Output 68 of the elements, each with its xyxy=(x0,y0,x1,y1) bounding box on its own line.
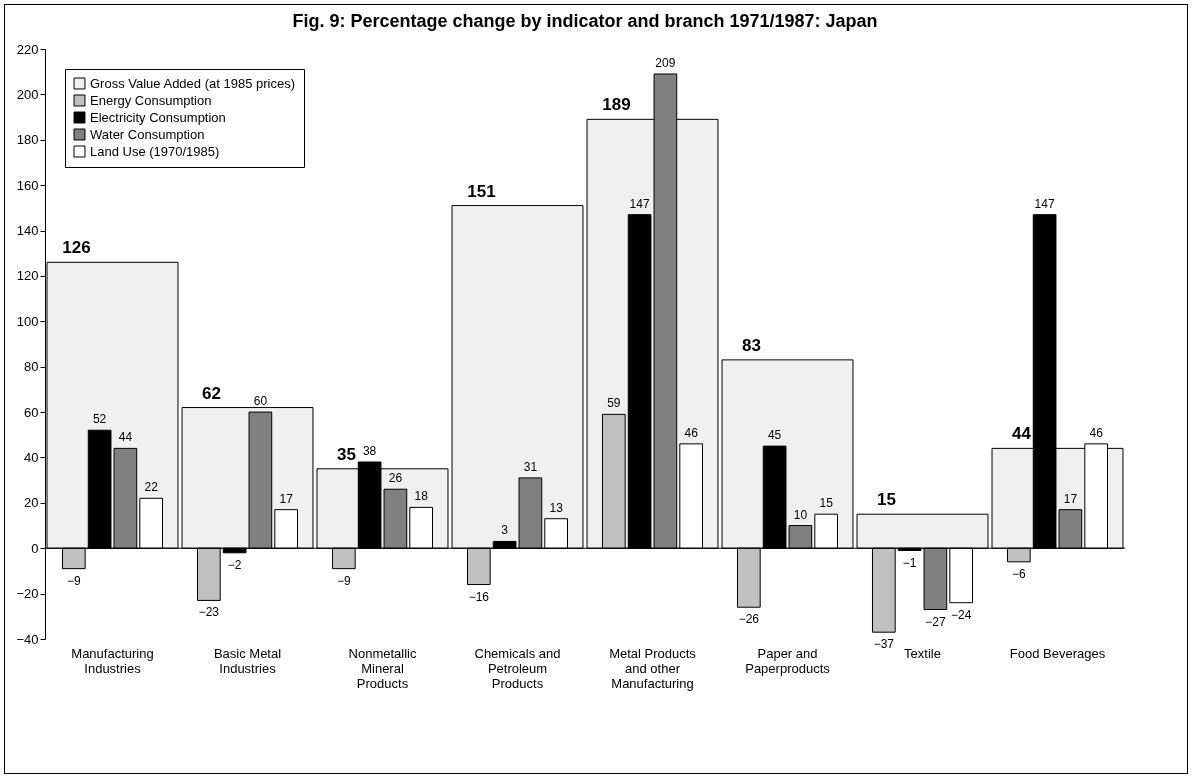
data-label: 60 xyxy=(253,394,268,409)
data-label: 44 xyxy=(118,430,133,445)
data-label: 15 xyxy=(819,496,834,511)
data-label: 126 xyxy=(62,238,91,258)
data-label: −37 xyxy=(873,637,895,652)
y-tick-label: 40 xyxy=(24,449,39,465)
data-label: 52 xyxy=(92,412,107,427)
legend-label: Gross Value Added (at 1985 prices) xyxy=(90,75,295,91)
y-tick-label: 160 xyxy=(16,177,39,193)
x-tick-label: Chemicals and Petroleum Products xyxy=(474,645,561,691)
data-label: 18 xyxy=(414,489,429,504)
data-label: 17 xyxy=(1063,491,1078,506)
data-label: 44 xyxy=(1012,424,1032,444)
x-tick-label: Basic Metal Industries xyxy=(213,645,282,676)
x-tick-label: Paper and Paperproducts xyxy=(745,645,831,676)
data-label: 147 xyxy=(629,196,650,211)
data-label: −26 xyxy=(738,612,760,627)
chart-title: Fig. 9: Percentage change by indicator and branch 1971/1987: Japan xyxy=(292,11,878,31)
data-label: −6 xyxy=(1011,566,1026,581)
data-label: 59 xyxy=(607,396,621,411)
y-tick-label: 220 xyxy=(16,41,39,57)
data-label: 46 xyxy=(1089,425,1104,440)
y-tick-label: −40 xyxy=(16,631,39,647)
x-tick-label: Manufacturing Industries xyxy=(71,645,154,676)
legend-label: Energy Consumption xyxy=(90,92,212,108)
y-tick-label: 100 xyxy=(16,313,39,329)
legend-label: Electricity Consumption xyxy=(90,109,226,125)
y-tick-label: 200 xyxy=(16,86,39,102)
data-label: −23 xyxy=(198,605,220,620)
legend-label: Water Consumption xyxy=(90,126,205,142)
x-tick-label: Metal Products and other Manufacturing xyxy=(609,645,697,691)
data-label: 38 xyxy=(362,444,377,458)
y-tick-label: 0 xyxy=(31,540,39,556)
x-tick-label: Textile xyxy=(904,645,941,661)
data-label: 209 xyxy=(655,55,676,70)
x-tick-label: Nonmetallic Mineral Products xyxy=(348,645,417,691)
data-label: −16 xyxy=(468,589,490,604)
y-tick-label: 120 xyxy=(16,268,39,284)
legend-label: Land Use (1970/1985) xyxy=(90,143,220,159)
data-label: 15 xyxy=(877,490,896,510)
y-tick-label: 140 xyxy=(16,223,39,239)
data-label: −9 xyxy=(66,573,81,588)
data-label: −2 xyxy=(227,557,242,572)
data-label: −1 xyxy=(902,555,917,570)
y-tick-label: 180 xyxy=(16,132,39,148)
y-tick-label: 80 xyxy=(24,359,39,375)
data-label: 3 xyxy=(501,523,509,538)
data-label: 46 xyxy=(684,425,699,440)
data-label: 62 xyxy=(202,383,221,403)
data-label: 17 xyxy=(279,491,294,506)
data-label: 31 xyxy=(523,459,538,474)
data-label: −24 xyxy=(950,607,972,622)
data-label: 10 xyxy=(793,507,808,522)
data-label: 22 xyxy=(144,480,159,495)
data-label: 83 xyxy=(742,335,761,355)
data-label: 13 xyxy=(549,500,564,515)
data-label: 189 xyxy=(602,95,631,115)
data-label: 151 xyxy=(467,181,496,201)
data-label: 45 xyxy=(767,428,782,443)
data-label: 147 xyxy=(1034,196,1055,211)
data-label: −27 xyxy=(925,614,946,629)
y-tick-label: 60 xyxy=(24,404,39,420)
data-label: 26 xyxy=(388,471,403,486)
y-tick-label: −20 xyxy=(16,586,39,602)
data-label: 35 xyxy=(337,444,356,464)
data-label: −9 xyxy=(336,573,351,588)
y-tick-label: 20 xyxy=(24,495,39,511)
x-tick-label: Food Beverages xyxy=(1009,645,1106,661)
